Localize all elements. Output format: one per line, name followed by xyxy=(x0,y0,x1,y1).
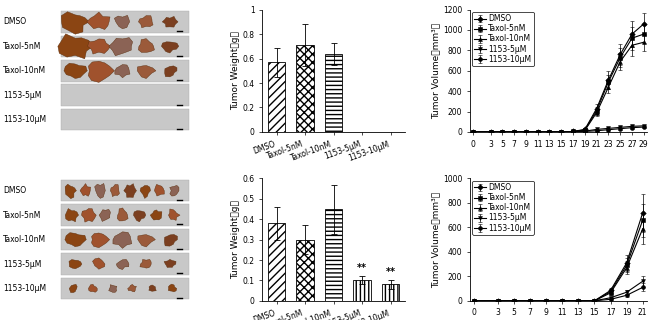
Polygon shape xyxy=(164,260,176,268)
Text: 1153-5μM: 1153-5μM xyxy=(3,91,42,100)
Polygon shape xyxy=(127,284,136,292)
Polygon shape xyxy=(61,12,89,34)
Bar xyxy=(296,45,314,132)
Polygon shape xyxy=(65,184,77,199)
Polygon shape xyxy=(140,260,151,268)
Polygon shape xyxy=(95,183,105,198)
Legend: DMSO, Taxol-5nM, Taxol-10nM, 1153-5μM, 1153-10μM: DMSO, Taxol-5nM, Taxol-10nM, 1153-5μM, 1… xyxy=(472,181,534,235)
Polygon shape xyxy=(92,233,110,248)
Text: Taxol-10nM: Taxol-10nM xyxy=(3,66,46,75)
Y-axis label: Tumor Volume（mm³）: Tumor Volume（mm³） xyxy=(431,192,440,288)
Bar xyxy=(62,84,189,106)
Bar xyxy=(325,209,343,301)
Polygon shape xyxy=(133,211,146,222)
Bar xyxy=(62,109,189,131)
Text: Taxol-10nM: Taxol-10nM xyxy=(3,235,46,244)
Polygon shape xyxy=(69,260,82,269)
Polygon shape xyxy=(92,258,105,269)
Polygon shape xyxy=(170,185,179,196)
Polygon shape xyxy=(111,184,120,196)
Polygon shape xyxy=(116,260,129,269)
Bar xyxy=(382,284,400,301)
Legend: DMSO, Taxol-5nM, Taxol-10nM, 1153-5μM, 1153-10μM: DMSO, Taxol-5nM, Taxol-10nM, 1153-5μM, 1… xyxy=(472,12,534,66)
Text: 1153-10μM: 1153-10μM xyxy=(3,115,46,124)
Polygon shape xyxy=(64,63,87,78)
Polygon shape xyxy=(117,208,128,221)
Polygon shape xyxy=(99,209,110,221)
Polygon shape xyxy=(164,66,177,77)
Polygon shape xyxy=(88,39,110,54)
Polygon shape xyxy=(140,186,151,198)
Bar xyxy=(62,253,189,275)
Y-axis label: Tumor Weight（g）: Tumor Weight（g） xyxy=(231,200,240,279)
Polygon shape xyxy=(164,235,177,246)
Polygon shape xyxy=(109,285,117,292)
Text: DMSO: DMSO xyxy=(3,186,27,195)
Polygon shape xyxy=(161,42,179,53)
Text: 1153-10μM: 1153-10μM xyxy=(3,284,46,293)
Bar xyxy=(62,278,189,299)
Text: Taxol-5nM: Taxol-5nM xyxy=(3,211,42,220)
Bar xyxy=(62,180,189,202)
Polygon shape xyxy=(86,12,110,29)
Polygon shape xyxy=(162,16,178,27)
Text: Taxol-5nM: Taxol-5nM xyxy=(3,42,42,51)
Text: **: ** xyxy=(357,263,367,273)
Bar xyxy=(62,11,189,33)
Polygon shape xyxy=(65,209,79,222)
Polygon shape xyxy=(88,284,98,292)
Polygon shape xyxy=(138,235,155,247)
Polygon shape xyxy=(168,284,177,292)
Polygon shape xyxy=(138,39,155,52)
Polygon shape xyxy=(138,16,153,28)
Bar xyxy=(62,36,189,57)
Polygon shape xyxy=(155,184,164,196)
Polygon shape xyxy=(81,209,96,222)
Bar xyxy=(62,60,189,82)
Bar xyxy=(296,240,314,301)
Polygon shape xyxy=(65,233,86,247)
Bar xyxy=(62,204,189,226)
Bar xyxy=(268,223,285,301)
Polygon shape xyxy=(109,38,133,56)
Polygon shape xyxy=(114,15,129,29)
Polygon shape xyxy=(150,210,162,220)
Polygon shape xyxy=(80,184,90,196)
Polygon shape xyxy=(115,65,130,78)
Text: 1153-5μM: 1153-5μM xyxy=(3,260,42,268)
Polygon shape xyxy=(149,285,156,291)
Y-axis label: Tumor Weight（g）: Tumor Weight（g） xyxy=(231,31,240,110)
Polygon shape xyxy=(113,232,132,248)
Polygon shape xyxy=(124,184,136,197)
Polygon shape xyxy=(168,209,180,220)
Text: **: ** xyxy=(385,267,396,277)
Y-axis label: Tumor Volume（mm³）: Tumor Volume（mm³） xyxy=(431,23,440,119)
Bar xyxy=(325,54,343,132)
Text: DMSO: DMSO xyxy=(3,17,27,26)
Bar xyxy=(62,229,189,250)
Polygon shape xyxy=(137,66,156,78)
Bar xyxy=(353,280,371,301)
Polygon shape xyxy=(58,34,93,59)
Polygon shape xyxy=(88,61,114,82)
Bar xyxy=(268,62,285,132)
Polygon shape xyxy=(69,284,77,292)
